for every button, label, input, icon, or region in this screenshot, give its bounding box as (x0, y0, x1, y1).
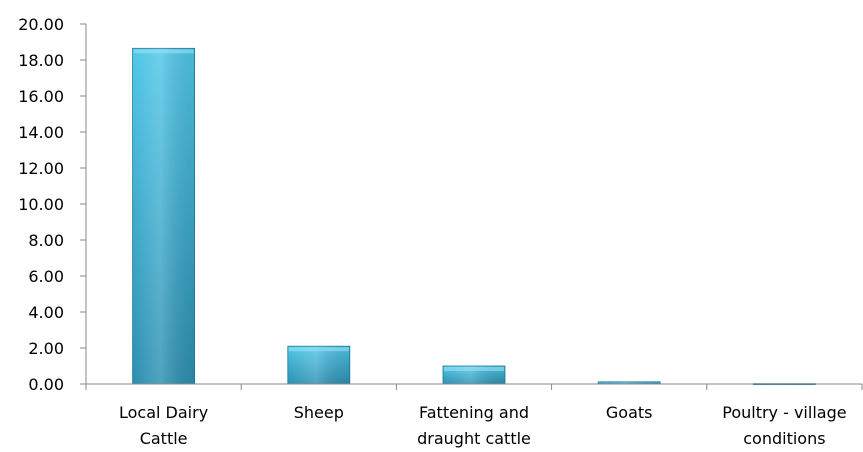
y-tick-label: 16.00 (18, 87, 64, 106)
x-tick-label: Poultry - village (722, 403, 846, 422)
y-tick-label: 2.00 (28, 339, 64, 358)
x-tick-label: Local Dairy (119, 403, 208, 422)
bar-bevel (133, 49, 194, 54)
x-tick-label: Goats (606, 403, 653, 422)
x-axis: Local Dairy Cattle Sheep Fattening and draug… (85, 383, 863, 448)
bars (132, 47, 816, 386)
bar-bevel (444, 367, 504, 371)
y-tick-label: 4.00 (28, 303, 64, 322)
y-tick-label: 14.00 (18, 123, 64, 142)
y-tick-label: 6.00 (28, 267, 64, 286)
y-tick-label: 0.00 (28, 375, 64, 394)
bar-shine (132, 48, 195, 385)
x-tick-label: Cattle (140, 429, 188, 448)
y-tick-label: 10.00 (18, 195, 64, 214)
bar (442, 365, 506, 385)
y-tick-label: 20.00 (18, 15, 64, 34)
y-tick-label: 12.00 (18, 159, 64, 178)
x-tick-label: conditions (743, 429, 825, 448)
y-axis: 0.00 2.00 4.00 6.00 8.00 10.00 12.00 14.00 16.00… (18, 15, 87, 394)
x-tick-label: Sheep (294, 403, 344, 422)
bar-shine (598, 381, 661, 384)
y-tick-label: 18.00 (18, 51, 64, 70)
bar (132, 47, 196, 385)
x-tick-label: Fattening and (419, 403, 529, 422)
bar (287, 345, 351, 385)
x-tick-label: draught cattle (417, 429, 531, 448)
y-tick-label: 8.00 (28, 231, 64, 250)
bar-bevel (288, 347, 349, 352)
bar-shine (287, 346, 350, 384)
